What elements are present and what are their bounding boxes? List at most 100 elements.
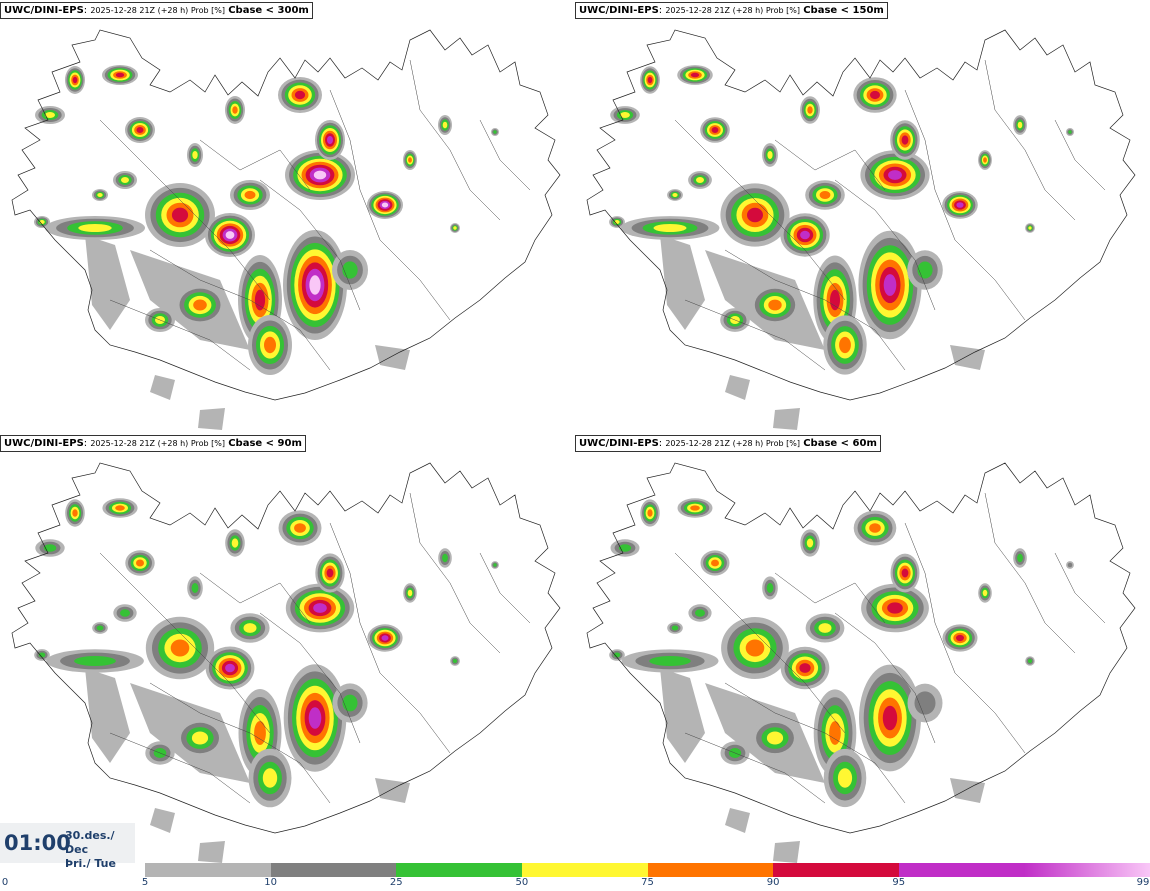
probability-contour: [264, 336, 276, 354]
probability-contour: [294, 90, 306, 100]
map-panel-4: UWC/DINI-EPS: 2025-12-28 21Z (+28 h) Pro…: [575, 433, 1150, 863]
panel-title: UWC/DINI-EPS: 2025-12-28 21Z (+28 h) Pro…: [575, 435, 881, 452]
probability-contour: [442, 553, 448, 563]
boundary-line: [984, 492, 1076, 654]
boundary-line: [684, 732, 826, 804]
run-info: 2025-12-28 21Z (+28 h) Prob [%]: [665, 439, 801, 448]
probability-contour: [956, 634, 964, 642]
colorbar-segment: [647, 863, 774, 877]
run-info: 2025-12-28 21Z (+28 h) Prob [%]: [90, 439, 226, 448]
probability-contour: [254, 289, 266, 311]
probability-contour: [342, 261, 358, 279]
probability-contour: [839, 336, 851, 354]
probability-contour: [766, 731, 784, 745]
boundary-line: [1054, 552, 1106, 624]
variable-label: Cbase < 300m: [228, 5, 309, 16]
probability-contour: [453, 226, 457, 230]
probability-contour: [767, 151, 773, 159]
probability-contour: [493, 563, 497, 567]
probability-contour: [829, 721, 841, 745]
probability-contour: [799, 663, 811, 673]
probability-contour: [115, 72, 125, 78]
probability-contour: [45, 112, 55, 118]
probability-contour: [171, 207, 189, 223]
probability-contour: [43, 544, 57, 552]
probability-contour: [618, 544, 632, 552]
probability-contour: [408, 157, 412, 163]
probability-contour: [653, 224, 687, 232]
colorbar-segment: [1024, 863, 1150, 877]
colorbar-segment: [145, 863, 271, 877]
probability-contour: [1028, 226, 1032, 230]
probability-contour: [136, 559, 144, 567]
boundary-line: [99, 552, 271, 734]
probability-contour: [326, 568, 334, 578]
colorbar: [145, 863, 1150, 877]
boundary-line: [109, 732, 251, 804]
low-probability-area: [85, 235, 130, 330]
probability-contour: [1067, 562, 1073, 568]
boundary-line: [724, 249, 906, 371]
probability-contour: [191, 583, 199, 593]
model-name: UWC/DINI-EPS: [4, 438, 84, 449]
colorbar-tick-label: 50: [515, 877, 529, 888]
probability-contour: [121, 177, 129, 183]
probability-contour: [807, 106, 813, 114]
boundary-line: [259, 612, 361, 744]
probability-contour: [254, 721, 266, 745]
probability-contour: [671, 625, 679, 631]
colorbar-tick-label: 75: [641, 877, 654, 888]
low-probability-area: [198, 841, 225, 863]
probability-contour: [78, 224, 112, 232]
probability-contour: [308, 707, 322, 729]
boundary-line: [674, 552, 846, 734]
probability-contour: [647, 76, 653, 84]
low-probability-area: [660, 668, 705, 763]
boundary-line: [479, 552, 531, 624]
probability-contour: [901, 568, 909, 578]
low-probability-area: [950, 345, 985, 370]
probability-contour: [136, 127, 144, 133]
iceland-map: [11, 29, 561, 430]
probability-contour: [72, 76, 78, 84]
run-info: 2025-12-28 21Z (+28 h) Prob [%]: [665, 6, 801, 15]
boundary-line: [409, 492, 501, 654]
panel-title: UWC/DINI-EPS: 2025-12-28 21Z (+28 h) Pro…: [575, 2, 888, 19]
iceland-map: [11, 462, 561, 863]
colorbar-segment: [270, 863, 397, 877]
boundary-line: [834, 179, 936, 311]
boundary-line: [834, 612, 936, 744]
boundary-line: [479, 119, 531, 191]
probability-contour: [120, 609, 130, 617]
probability-contour: [888, 170, 902, 180]
boundary-line: [199, 139, 311, 191]
boundary-line: [259, 179, 361, 311]
low-probability-area: [375, 345, 410, 370]
probability-contour: [883, 274, 897, 296]
probability-contour: [38, 652, 46, 658]
probability-contour: [690, 505, 700, 511]
colorbar-tick-label: 0: [1, 877, 9, 888]
colorbar-segment: [773, 863, 899, 877]
boundary-line: [409, 59, 501, 221]
probability-contour: [493, 130, 497, 134]
probability-contour: [96, 625, 104, 631]
probability-contour: [115, 505, 125, 511]
coastline: [11, 462, 561, 834]
probability-contour: [381, 635, 389, 641]
valid-date: 30.des./ Dec: [65, 829, 115, 856]
valid-time-box: 01:00 30.des./ Dec Þri./ Tue: [0, 823, 135, 870]
boundary-line: [724, 682, 906, 804]
probability-contour: [244, 190, 256, 200]
probability-contour: [225, 663, 235, 673]
colorbar-tick-label: 25: [389, 877, 403, 888]
probability-contour: [193, 299, 207, 311]
boundary-line: [774, 572, 886, 624]
boundary-line: [684, 299, 826, 371]
probability-contour: [695, 609, 705, 617]
model-name: UWC/DINI-EPS: [579, 5, 659, 16]
boundary-line: [674, 119, 846, 301]
probability-contour: [806, 538, 814, 548]
probability-contour: [191, 731, 209, 745]
probability-contour: [442, 121, 448, 129]
